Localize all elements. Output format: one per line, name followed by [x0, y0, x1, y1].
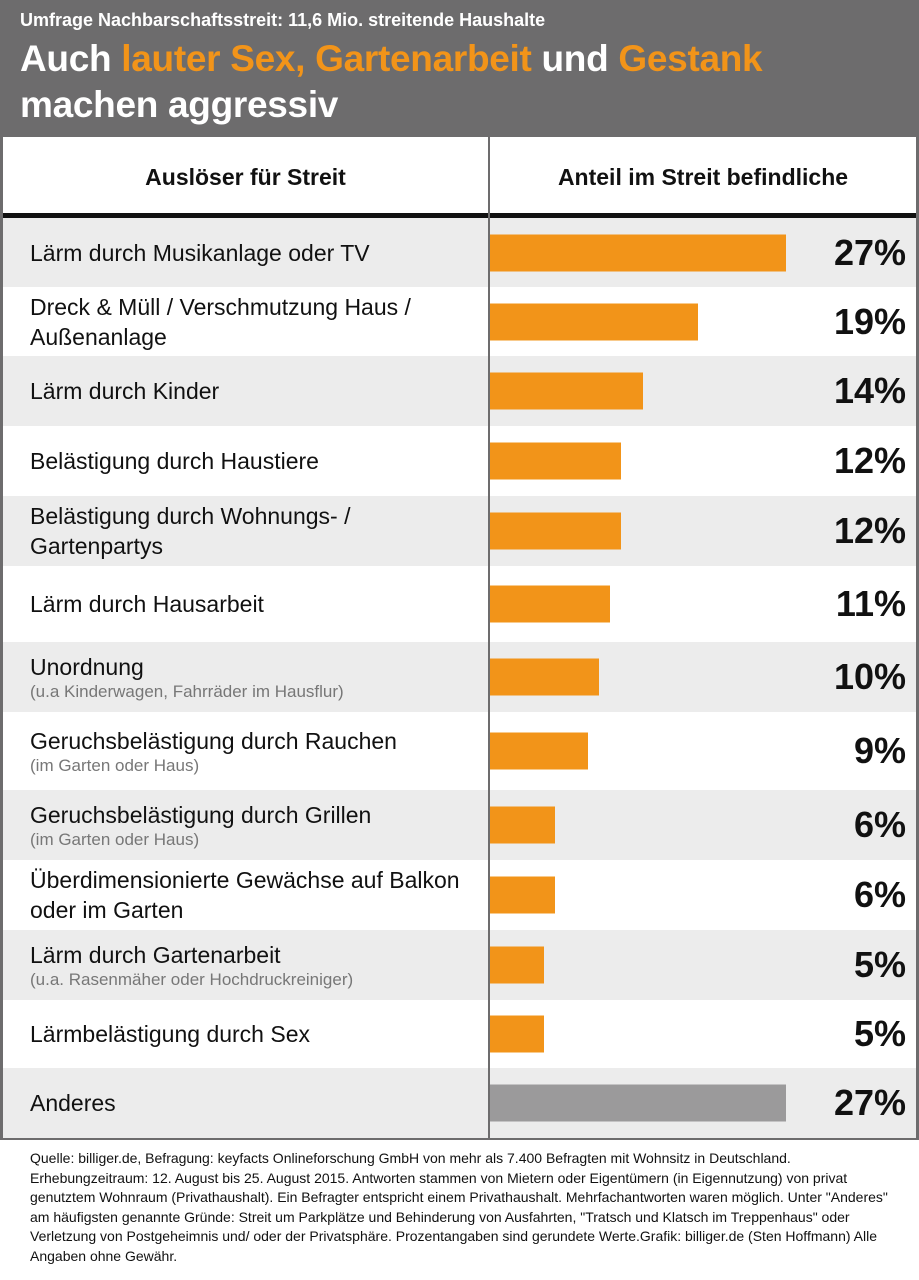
table-row: Geruchsbelästigung durch Rauchen (im Gart… [3, 712, 916, 790]
category-label: Anderes [30, 1090, 116, 1116]
table-row: Belästigung durch Wohnungs- / Gartenpart… [3, 496, 916, 566]
table-row: Lärm durch Hausarbeit 11% [3, 566, 916, 642]
value-label: 11% [835, 583, 906, 624]
category-label: Lärmbelästigung durch Sex [30, 1021, 310, 1047]
row-label: Unordnung (u.a Kinderwagen, Fahrräder im … [30, 652, 480, 702]
chart-table: Auslöser für Streit Anteil im Streit bef… [0, 137, 919, 1140]
row-label: Anderes [30, 1088, 480, 1118]
row-label: Dreck & Müll / Verschmutzung Haus / Auße… [30, 292, 480, 352]
row-label: Lärmbelästigung durch Sex [30, 1019, 480, 1049]
value-label: 12% [833, 510, 906, 551]
category-label: Belästigung durch Wohnungs- / Gartenpart… [30, 503, 351, 559]
table-body: Lärm durch Musikanlage oder TV 27% Dreck &… [3, 218, 916, 1138]
category-sublabel: (im Garten oder Haus) [30, 756, 200, 775]
row-label: Überdimensionierte Gewächse auf Balkon o… [30, 865, 480, 925]
category-label: Lärm durch Kinder [30, 378, 220, 404]
value-label: 5% [853, 1013, 906, 1054]
value-label: 5% [853, 944, 906, 985]
table-row: Lärm durch Gartenarbeit (u.a. Rasenmäher … [3, 930, 916, 1000]
page-title: Auch lauter Sex, Gartenarbeit und Gestan… [20, 36, 763, 128]
table-row: Anderes 27% [3, 1068, 916, 1138]
category-label: Lärm durch Musikanlage oder TV [30, 239, 370, 266]
value-label: 10% [833, 656, 906, 697]
bar [489, 806, 555, 844]
value-label: 14% [833, 370, 906, 411]
title-highlight: lauter Sex, Gartenarbeit [121, 38, 532, 79]
row-label: Lärm durch Hausarbeit [30, 589, 480, 619]
table-header: Auslöser für Streit Anteil im Streit bef… [3, 137, 916, 218]
title-part: machen aggressiv [20, 84, 339, 125]
bar [489, 732, 588, 770]
value-label: 27% [833, 1082, 906, 1123]
bar [489, 946, 544, 984]
row-label: Geruchsbelästigung durch Rauchen (im Gart… [30, 726, 480, 776]
table-row: Überdimensionierte Gewächse auf Balkon o… [3, 860, 916, 930]
title-highlight: Gestank [618, 38, 763, 79]
category-label: Unordnung [30, 654, 144, 680]
table-row: Dreck & Müll / Verschmutzung Haus / Auße… [3, 287, 916, 356]
column-header-trigger: Auslöser für Streit [145, 164, 346, 190]
category-label: Belästigung durch Haustiere [30, 448, 319, 474]
bar [489, 442, 621, 480]
bar [489, 303, 698, 340]
bar [489, 234, 786, 271]
value-label: 9% [853, 730, 906, 771]
table-row: Belästigung durch Haustiere 12% [3, 426, 916, 496]
category-label: Geruchsbelästigung durch Rauchen [30, 728, 397, 754]
row-label: Lärm durch Gartenarbeit (u.a. Rasenmäher … [30, 940, 480, 990]
bar [489, 1015, 544, 1053]
table-row: Geruchsbelästigung durch Grillen (im Gart… [3, 790, 916, 860]
category-sublabel: (im Garten oder Haus) [30, 830, 200, 849]
bar [489, 1084, 786, 1122]
value-label: 27% [833, 231, 906, 273]
row-label: Geruchsbelästigung durch Grillen (im Gart… [30, 800, 480, 850]
row-label: Belästigung durch Haustiere [30, 446, 480, 476]
title-part: Auch [20, 38, 122, 79]
table-row: Lärm durch Kinder 14% [3, 356, 916, 426]
value-label: 6% [853, 874, 906, 915]
header: Umfrage Nachbarschaftsstreit: 11,6 Mio. … [0, 0, 919, 137]
category-label: Lärm durch Hausarbeit [30, 591, 264, 617]
column-divider [488, 137, 490, 1138]
column-header-share: Anteil im Streit befindliche [557, 164, 849, 190]
category-sublabel: (u.a. Rasenmäher oder Hochdruckreiniger) [30, 970, 354, 989]
table-row: Lärm durch Musikanlage oder TV 27% [3, 218, 916, 287]
category-label: Lärm durch Gartenarbeit [30, 942, 281, 968]
value-label: 12% [833, 440, 906, 481]
category-label: Überdimensionierte Gewächse auf Balkon o… [30, 867, 460, 923]
bar [489, 372, 643, 410]
bar [489, 585, 610, 623]
category-sublabel: (u.a Kinderwagen, Fahrräder im Hausflur) [30, 682, 344, 701]
bar [489, 512, 621, 550]
source-note: Quelle: billiger.de, Befragung: keyfacts… [30, 1150, 888, 1264]
bar [489, 658, 599, 696]
table-row: Unordnung (u.a Kinderwagen, Fahrräder im … [3, 642, 916, 712]
category-label: Geruchsbelästigung durch Grillen [30, 802, 372, 828]
title-part: und [531, 38, 619, 79]
value-label: 6% [853, 804, 906, 845]
row-label: Lärm durch Musikanlage oder TV [30, 238, 480, 268]
row-label: Belästigung durch Wohnungs- / Gartenpart… [30, 501, 480, 561]
kicker: Umfrage Nachbarschaftsstreit: 11,6 Mio. … [20, 10, 546, 30]
category-label: Dreck & Müll / Verschmutzung Haus / Auße… [30, 293, 411, 350]
row-label: Lärm durch Kinder [30, 376, 480, 406]
table-row: Lärmbelästigung durch Sex 5% [3, 1000, 916, 1068]
bar [489, 876, 555, 914]
value-label: 19% [833, 300, 906, 342]
